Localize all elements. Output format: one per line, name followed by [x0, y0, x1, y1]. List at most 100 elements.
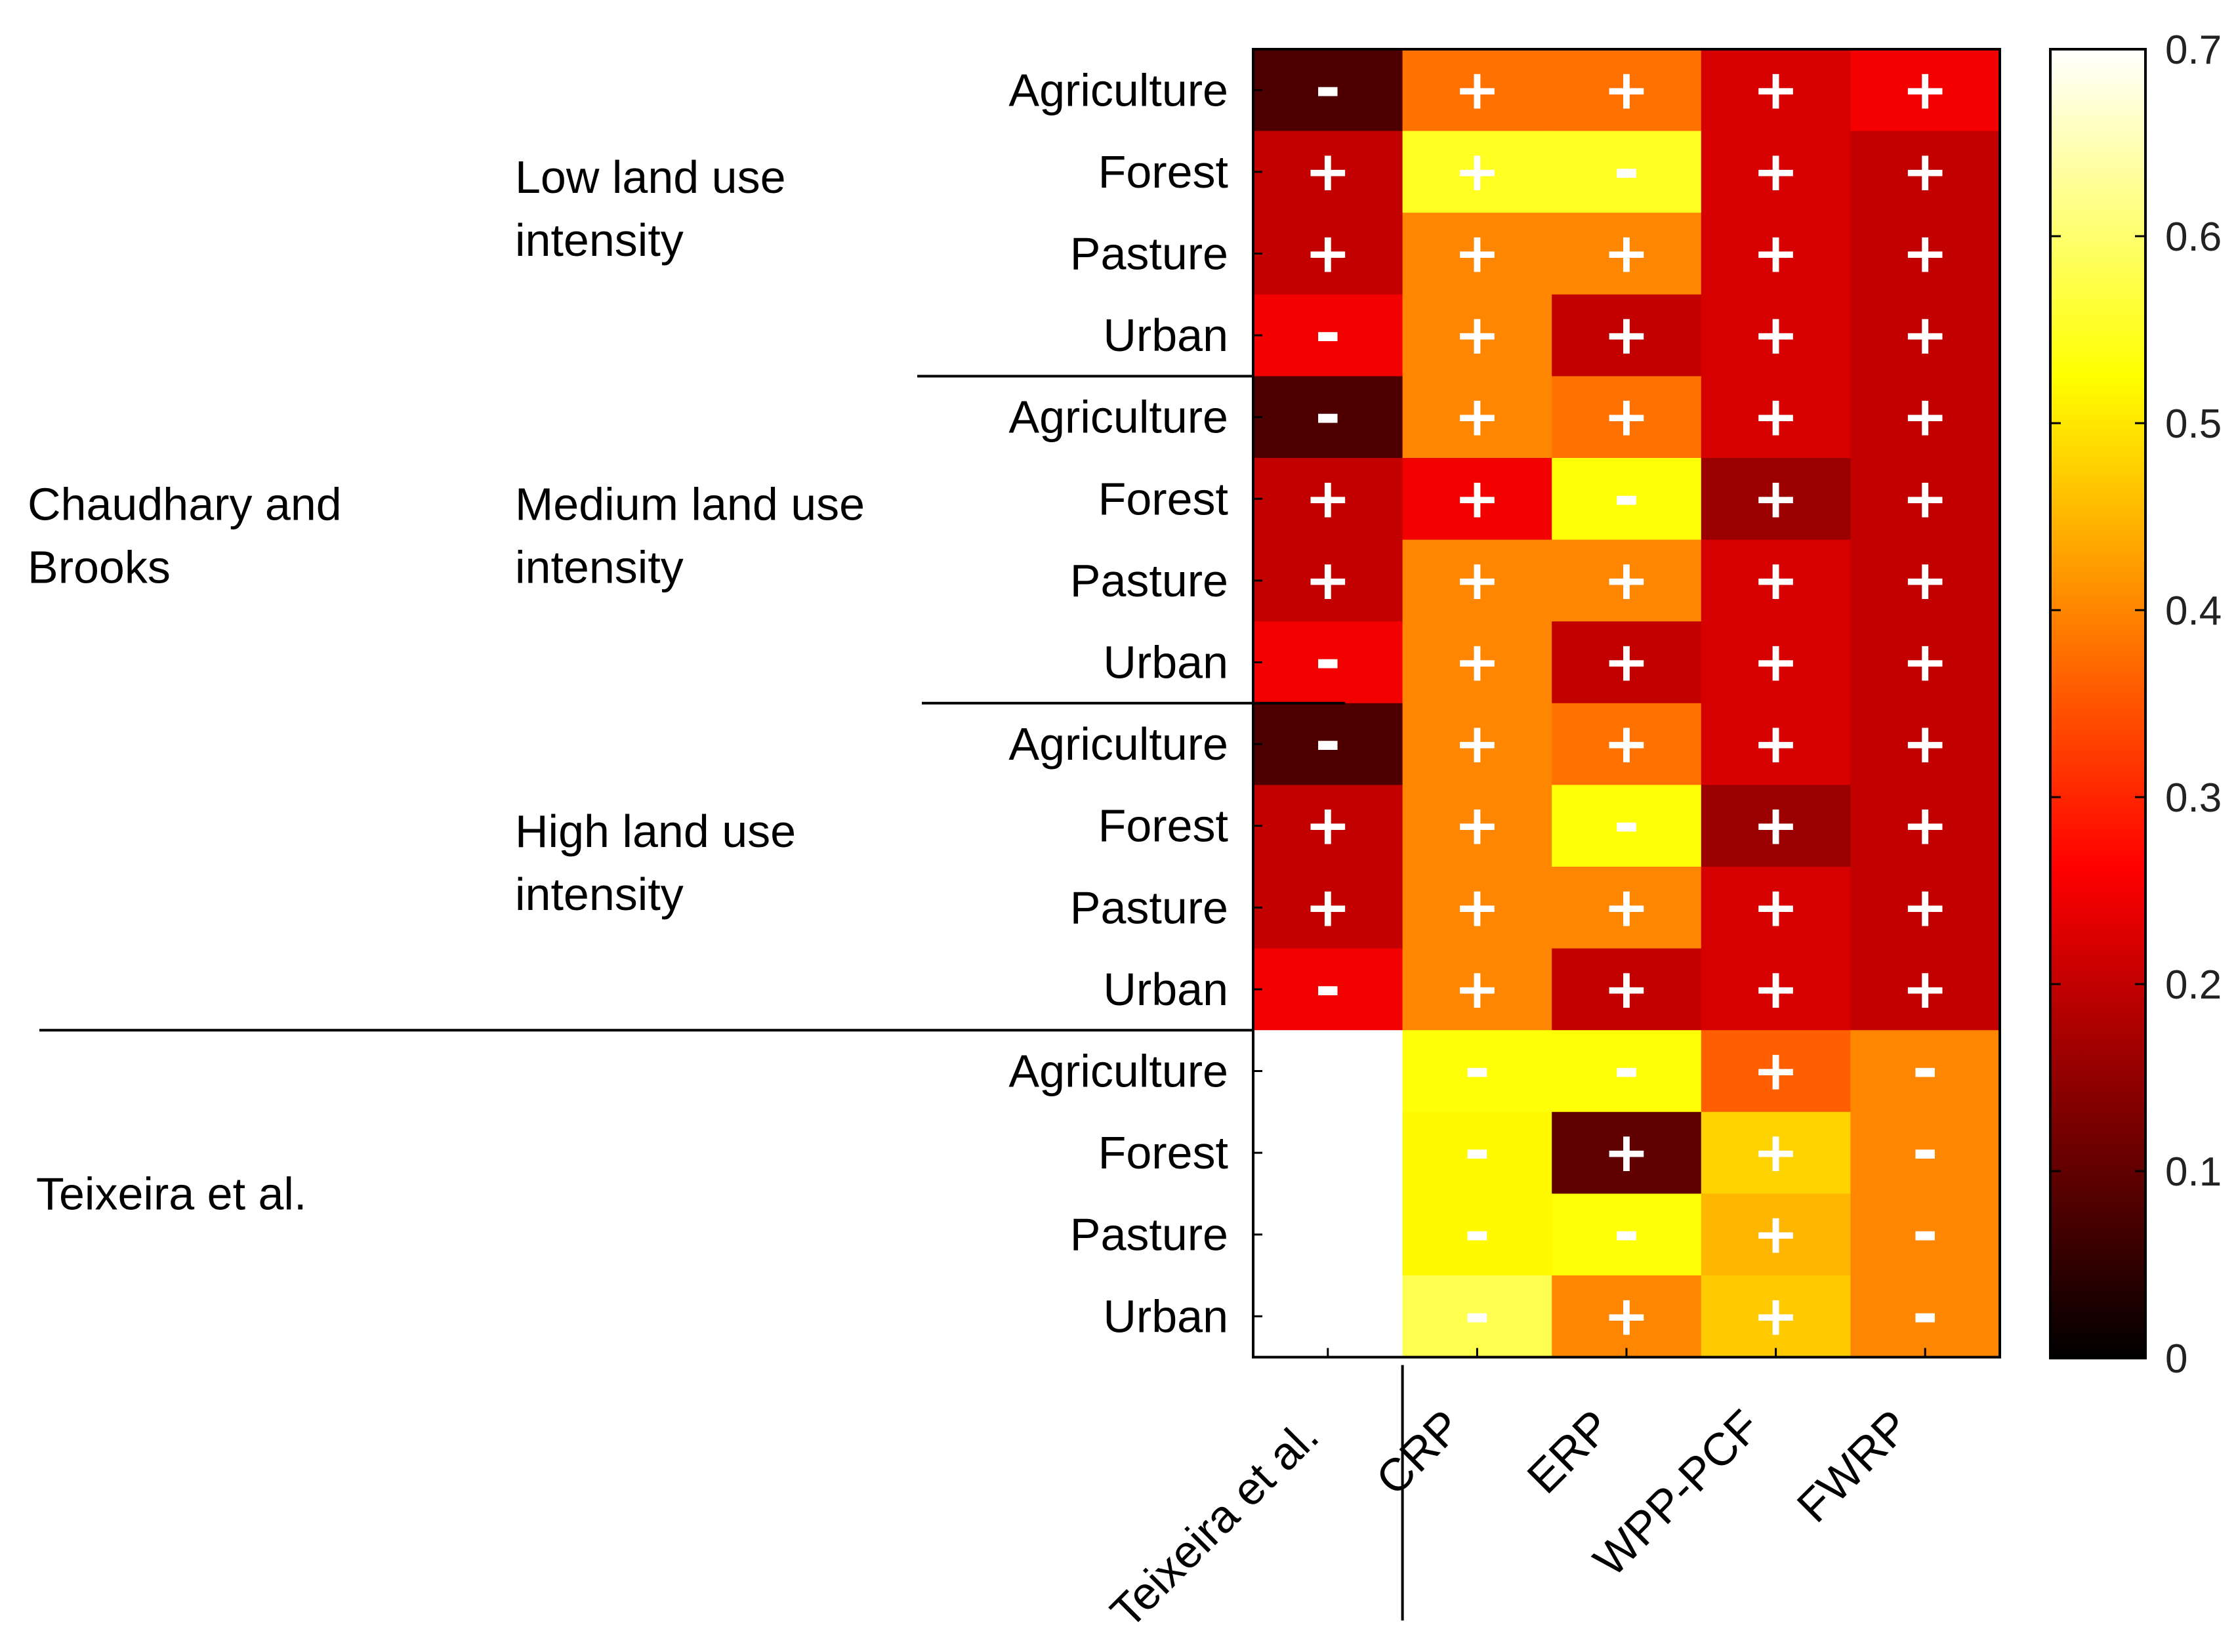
heatmap-cell — [1552, 1275, 1702, 1358]
heatmap-cell — [1701, 1030, 1851, 1113]
colorbar-tick-label: 0.1 — [2165, 1149, 2222, 1195]
cell-sign: + — [1604, 1120, 1649, 1184]
cell-sign: + — [1902, 221, 1948, 285]
row-label: Forest — [1098, 1127, 1228, 1178]
cell-sign: - — [1464, 1033, 1490, 1106]
cell-sign: + — [1305, 139, 1351, 203]
heatmap-cell — [1850, 1193, 2000, 1276]
cell-sign: + — [1752, 57, 1798, 121]
subgroup-labels: Low land use intensity Medium land use inte… — [515, 152, 865, 920]
cell-sign: - — [1912, 1196, 1938, 1270]
cell-sign: + — [1752, 1120, 1798, 1184]
colorbar-tick-label: 0.3 — [2165, 775, 2222, 821]
cell-sign: - — [1464, 1196, 1490, 1270]
colorbar-tick-label: 0.5 — [2165, 402, 2222, 447]
heatmap-cell — [1402, 785, 1552, 867]
cell-sign: + — [1454, 57, 1500, 121]
heatmap-cell — [1850, 131, 2000, 213]
cell-sign: + — [1454, 711, 1500, 775]
cell-sign: + — [1752, 548, 1798, 612]
heatmap-cell — [1253, 294, 1403, 377]
cell-sign: + — [1454, 221, 1500, 285]
cell-sign: - — [1315, 624, 1341, 697]
cell-sign: + — [1902, 630, 1948, 694]
group-label-line2: Brooks — [28, 542, 171, 593]
heatmap-cell — [1701, 867, 1851, 949]
group-separator-lines — [39, 375, 1404, 1621]
row-label: Agriculture — [1008, 392, 1228, 443]
cell-sign: + — [1902, 302, 1948, 367]
heatmap-cell — [1701, 539, 1851, 622]
heatmap-cell — [1850, 1111, 2000, 1194]
heatmap-cell — [1253, 948, 1403, 1031]
heatmap-cell — [1850, 703, 2000, 785]
cell-sign: + — [1902, 875, 1948, 939]
cell-sign: - — [1912, 1277, 1938, 1351]
row-label: Urban — [1103, 310, 1228, 361]
cell-sign: - — [1315, 297, 1341, 370]
heatmap-cell — [1253, 131, 1403, 213]
cell-sign: + — [1305, 875, 1351, 939]
heatmap-cell — [1552, 458, 1702, 541]
heatmap-cell — [1253, 867, 1403, 949]
heatmap-cell — [1552, 131, 1702, 213]
cell-sign: + — [1454, 793, 1500, 857]
subgroup-label-line2: intensity — [515, 542, 684, 593]
colorbar-tick-label: 0.7 — [2165, 28, 2222, 73]
heatmap-cell — [1552, 376, 1702, 459]
heatmap-cell — [1402, 131, 1552, 213]
cell-sign: + — [1752, 1283, 1798, 1348]
cell-sign: + — [1902, 57, 1948, 121]
cell-sign: + — [1454, 957, 1500, 1021]
heatmap-cell — [1552, 49, 1702, 132]
heatmap-cell — [1253, 1275, 1403, 1358]
row-label: Urban — [1103, 637, 1228, 688]
cell-sign: + — [1604, 711, 1649, 775]
heatmap-cell — [1253, 213, 1403, 295]
cell-sign: - — [1315, 51, 1341, 125]
cell-sign: - — [1464, 1114, 1490, 1187]
cell-sign: + — [1752, 384, 1798, 449]
heatmap-cell — [1701, 948, 1851, 1031]
heatmap-cell — [1850, 867, 2000, 949]
heatmap-cell — [1253, 1111, 1403, 1194]
group-label-line1: Chaudhary and — [28, 479, 342, 530]
colorbar-tick-label: 0.2 — [2165, 962, 2222, 1008]
cell-sign: + — [1752, 1202, 1798, 1266]
cell-sign: + — [1752, 139, 1798, 203]
heatmap-cell — [1701, 49, 1851, 132]
cell-sign: + — [1454, 630, 1500, 694]
heatmap-cell — [1552, 1111, 1702, 1194]
cell-sign: + — [1305, 466, 1351, 530]
heatmap-cell — [1850, 376, 2000, 459]
heatmap-cell — [1701, 621, 1851, 704]
cell-sign: - — [1613, 787, 1640, 861]
heatmap-cell — [1402, 213, 1552, 295]
colorbar — [2049, 48, 2147, 1359]
heatmap-cell — [1402, 1193, 1552, 1276]
cell-sign: - — [1613, 1196, 1640, 1270]
column-label: FWRP — [1787, 1400, 1919, 1532]
heatmap-cell — [1552, 703, 1702, 785]
cell-sign: + — [1454, 139, 1500, 203]
cell-sign: + — [1752, 466, 1798, 530]
row-label: Agriculture — [1008, 1046, 1228, 1097]
cell-sign: + — [1752, 1039, 1798, 1103]
colorbar-ticks: 0 0.1 0.2 0.3 0.4 0.5 0.6 0.7 — [2050, 28, 2222, 1382]
colorbar-tick-label: 0.6 — [2165, 215, 2222, 260]
cell-sign: + — [1604, 221, 1649, 285]
row-labels: Agriculture Forest Pasture Urban Agriculture… — [1008, 64, 1228, 1342]
heatmap-cell — [1253, 458, 1403, 541]
heatmap-cell — [1552, 867, 1702, 949]
heatmap-cell — [1701, 131, 1851, 213]
heatmap-cell — [1552, 621, 1702, 704]
heatmap-cell — [1253, 703, 1403, 785]
cell-sign: + — [1752, 875, 1798, 939]
colorbar-gradient — [2049, 48, 2147, 1359]
cell-sign: + — [1604, 1283, 1649, 1348]
cell-sign: - — [1315, 379, 1341, 452]
cell-sign: + — [1752, 221, 1798, 285]
heatmap-cell — [1850, 213, 2000, 295]
heatmap-cell — [1402, 49, 1552, 132]
